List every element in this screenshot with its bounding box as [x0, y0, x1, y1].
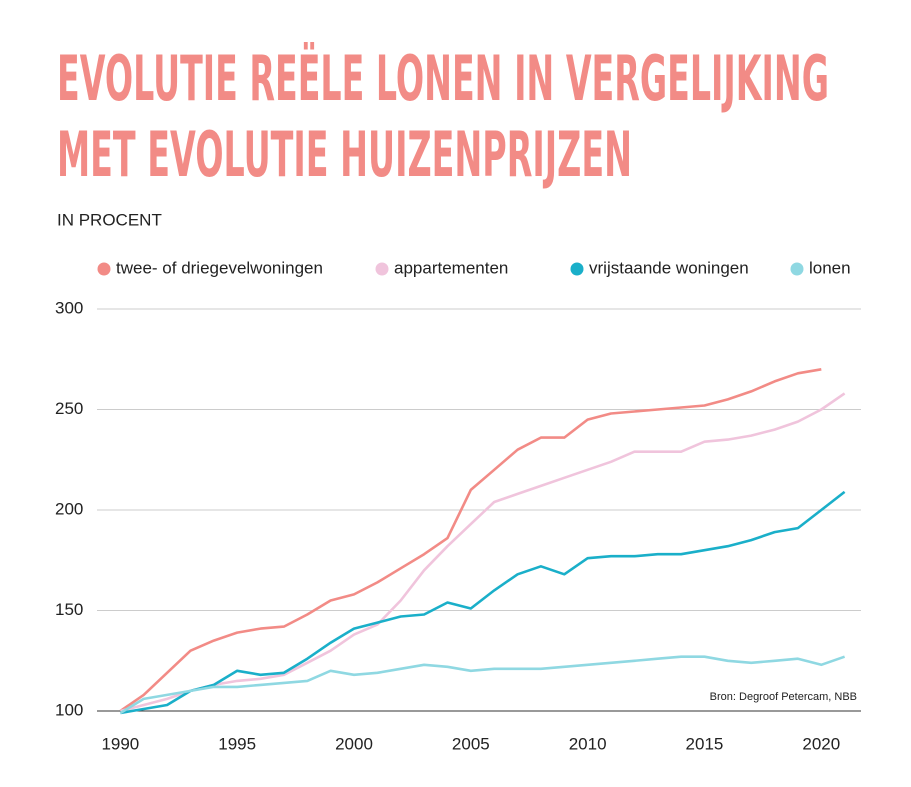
chart-title: EVOLUTIE REËLE LONEN IN VERGELIJKING	[57, 42, 829, 115]
x-tick-label: 1995	[218, 734, 256, 753]
source: Bron: Degroof Petercam, NBB	[710, 691, 857, 703]
y-tick-label: 100	[55, 700, 83, 719]
series-line	[119, 368, 822, 713]
x-tick-label: 2015	[686, 734, 724, 753]
legend-label: lonen	[809, 258, 851, 277]
legend-label: twee- of driegevelwoningen	[116, 258, 323, 277]
x-tick-label: 1990	[101, 734, 139, 753]
y-tick-label: 200	[55, 499, 83, 518]
x-tick-label: 2005	[452, 734, 490, 753]
x-tick-label: 2010	[569, 734, 607, 753]
legend-marker	[97, 262, 111, 276]
legend-marker	[570, 262, 584, 276]
legend-marker	[375, 262, 389, 276]
chart-title: MET EVOLUTIE HUIZENPRIJZEN	[57, 118, 632, 191]
legend-marker	[790, 262, 804, 276]
legend-label: appartementen	[394, 258, 508, 277]
x-tick-label: 2020	[802, 734, 840, 753]
y-tick-label: 250	[55, 399, 83, 418]
series-line	[120, 392, 846, 713]
y-tick-label: 300	[55, 298, 83, 317]
series-line	[119, 655, 846, 715]
series-line	[120, 490, 846, 715]
legend-label: vrijstaande woningen	[589, 258, 749, 277]
y-tick-label: 150	[55, 600, 83, 619]
subtitle: IN PROCENT	[57, 210, 162, 229]
x-tick-label: 2000	[335, 734, 373, 753]
